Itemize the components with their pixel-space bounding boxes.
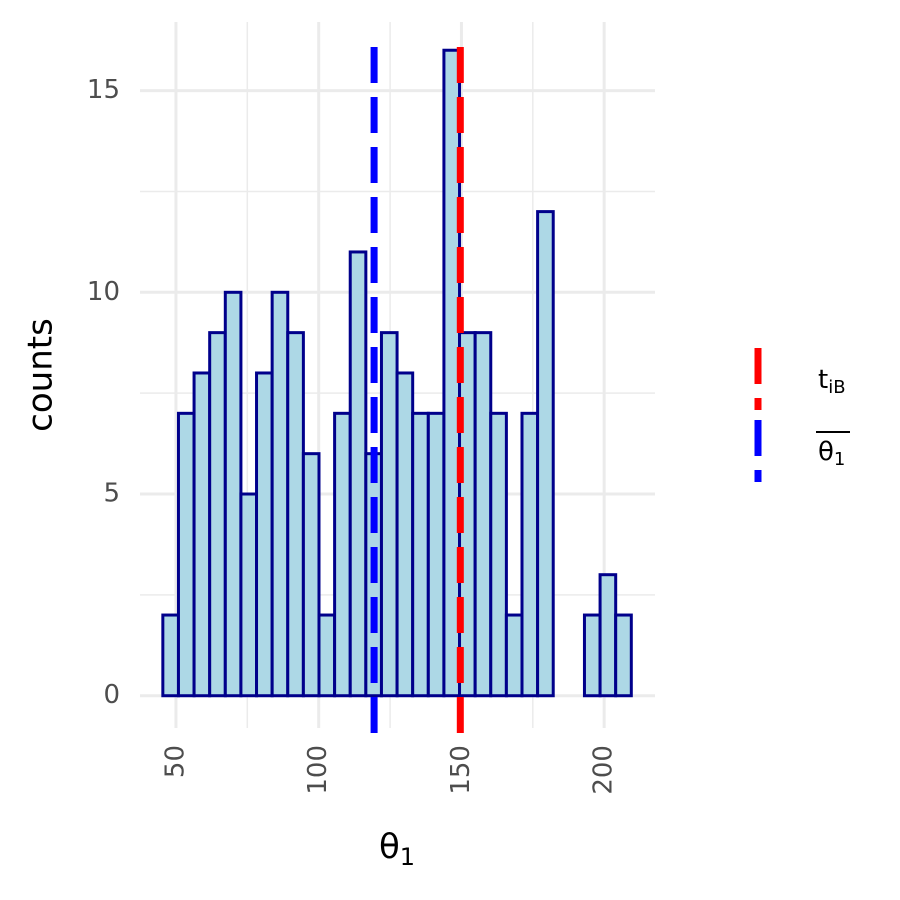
bar [208,331,227,698]
bar [239,492,259,698]
bar [520,411,540,698]
x-tick-label: 150 [446,745,476,795]
legend-label-main: t [818,365,828,395]
bar [192,371,212,698]
x-axis-label-subscript: 1 [400,843,415,871]
bar [161,613,180,698]
bar [379,331,399,698]
bar [504,613,524,698]
bar [255,371,274,698]
x-tick-label: 100 [303,745,333,795]
bar [411,411,430,698]
legend-label: θ1 [818,437,845,471]
bar [395,371,415,698]
legend-label-subscript: 1 [834,449,845,470]
y-tick-label: 10 [87,277,120,307]
x-axis-label-main: θ [379,827,400,867]
legend-label: tiB [818,365,846,399]
bar [348,250,368,698]
x-tick-label: 50 [160,745,190,778]
bar [598,573,618,698]
legend-label-main: θ [818,437,834,467]
x-axis-label: θ1 [379,827,415,872]
bar [489,411,508,698]
bar [270,290,290,698]
y-tick-label: 15 [87,75,120,105]
bar [426,411,446,698]
x-tick-label: 200 [589,745,619,795]
y-axis-label: counts [21,318,61,432]
bar [333,411,352,698]
bar [536,210,555,698]
bar [223,290,243,698]
bar [286,331,305,698]
y-tick-label: 0 [103,680,120,710]
bar [614,613,633,698]
legend-label-subscript: iB [828,377,845,398]
bar [473,331,493,698]
bar [317,613,337,698]
bar [582,613,602,698]
bar [301,452,321,698]
y-tick-label: 5 [103,479,120,509]
bar [176,411,196,698]
